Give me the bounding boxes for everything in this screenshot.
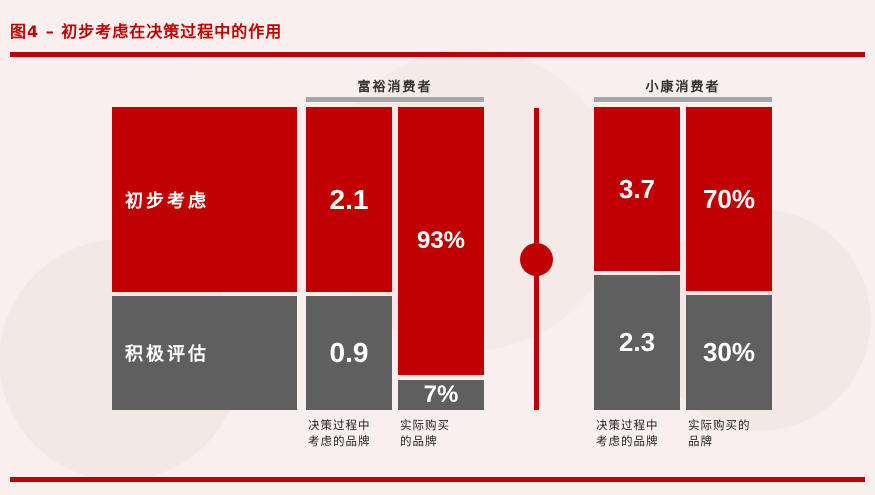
bar-middle-considered-active [594, 275, 680, 410]
caption-middle-considered: 决策过程中 考虑的品牌 [596, 417, 659, 449]
group-title-middle: 小康消费者 [645, 80, 721, 95]
caption-line: 的品牌 [400, 434, 438, 448]
bar-affluent-purchased-initial [398, 107, 484, 375]
chart-title: 图4 – 初步考虑在决策过程中的作用 [10, 22, 283, 41]
top-rule [10, 52, 865, 57]
value-affluent-considered-initial: 2.1 [329, 183, 369, 215]
caption-line: 实际购买的 [688, 418, 751, 432]
group-underline-middle [594, 97, 772, 102]
bar-middle-purchased-initial [686, 107, 772, 291]
bar-affluent-considered-initial [306, 107, 392, 292]
group-title-affluent: 富裕消费者 [357, 80, 433, 95]
bar-middle-considered-initial [594, 107, 680, 271]
row-label-block-active [112, 296, 297, 410]
value-affluent-considered-active: 0.9 [329, 337, 369, 368]
value-middle-considered-active: 2.3 [618, 327, 656, 357]
caption-line: 考虑的品牌 [308, 434, 371, 448]
value-affluent-purchased-initial: 93% [416, 227, 466, 254]
caption-line: 实际购买 [400, 418, 450, 432]
group-underline-affluent [306, 97, 484, 102]
value-middle-considered-initial: 3.7 [618, 173, 656, 204]
value-middle-purchased-active: 30% [702, 337, 756, 367]
caption-line: 决策过程中 [308, 418, 371, 432]
caption-line: 品牌 [688, 434, 713, 448]
caption-line: 考虑的品牌 [596, 434, 659, 448]
value-middle-purchased-initial: 70% [702, 183, 756, 214]
caption-line: 决策过程中 [596, 418, 659, 432]
row-label-block-initial [112, 107, 297, 292]
bar-affluent-considered-active [306, 296, 392, 410]
bar-middle-purchased-active [686, 295, 772, 410]
caption-middle-purchased: 实际购买的 品牌 [688, 417, 751, 449]
bottom-rule [10, 477, 865, 482]
row-label-initial: 初步考虑 [125, 191, 209, 212]
value-affluent-purchased-active: 7% [423, 381, 459, 408]
divider-dot [520, 243, 553, 276]
caption-affluent-purchased: 实际购买 的品牌 [400, 417, 450, 449]
row-label-active: 积极评估 [125, 344, 209, 365]
caption-affluent-considered: 决策过程中 考虑的品牌 [308, 417, 371, 449]
bar-affluent-purchased-active [398, 380, 484, 410]
